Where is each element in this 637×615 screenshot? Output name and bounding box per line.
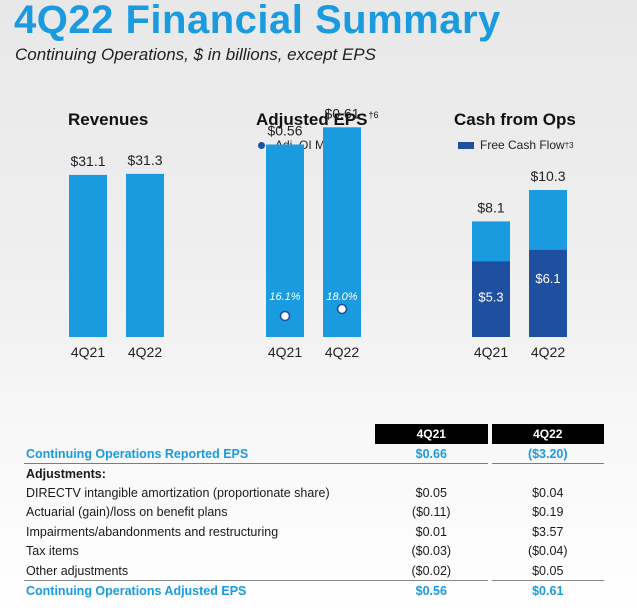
col-header-4q21: 4Q21	[375, 424, 488, 444]
row-value-4q21: ($0.11)	[411, 505, 451, 520]
reported-eps-row: Continuing Operations Reported EPS $0.66…	[24, 444, 604, 464]
revenue-bar-4q22	[126, 173, 164, 337]
oi-margin-marker	[336, 303, 348, 315]
revenue-category-label: 4Q21	[71, 344, 105, 360]
fcf-value-label: $6.1	[535, 271, 560, 286]
row-value-4q22: ($0.04)	[527, 544, 568, 559]
fcf-bar-4q21	[472, 261, 510, 337]
fcf-legend: Free Cash Flow †3	[458, 138, 574, 152]
row-value-4q21: ($0.03)	[411, 544, 452, 559]
cash-from-ops-chart-title: Cash from Ops	[454, 110, 576, 129]
eps-category-label: 4Q21	[268, 344, 302, 360]
col-header-4q22: 4Q22	[491, 424, 604, 444]
oi-margin-marker	[279, 310, 291, 322]
adjusted-eps-footnote: †6	[368, 110, 379, 121]
eps-bar-4q21	[266, 144, 304, 337]
oi-margin-value-label: 18.0%	[326, 291, 357, 303]
row-label: Impairments/abandonments and restructuri…	[26, 524, 279, 539]
fcf-bar-4q22	[529, 249, 567, 337]
table-row: Actuarial (gain)/loss on benefit plans (…	[24, 503, 604, 523]
eps-bar-4q22	[323, 127, 361, 337]
revenues-chart-title: Revenues	[68, 110, 149, 129]
eps-category-label: 4Q22	[325, 344, 359, 360]
reported-eps-label: Continuing Operations Reported EPS	[24, 444, 376, 464]
row-value-4q21: ($0.02)	[411, 563, 452, 578]
fcf-value-label: $5.3	[478, 289, 503, 304]
cfo-category-label: 4Q21	[474, 344, 508, 360]
adjusted-eps-chart-title: Adjusted EPS†6	[256, 110, 379, 129]
row-value-4q22: $0.19	[532, 505, 564, 520]
table-row: Tax items ($0.03) ($0.04)	[24, 542, 604, 562]
revenue-value-label: $31.3	[127, 152, 162, 168]
row-label: Other adjustments	[26, 563, 129, 578]
fcf-legend-swatch-icon	[458, 141, 474, 149]
eps-value-label: $0.56	[267, 123, 302, 139]
row-value-4q21: $0.01	[415, 524, 447, 539]
page-subtitle: Continuing Operations, $ in billions, ex…	[15, 45, 376, 64]
fcf-legend-footnote: †3	[564, 140, 574, 150]
reported-eps-4q22: ($3.20)	[491, 444, 604, 464]
adjusted-eps-4q21: $0.56	[375, 580, 488, 600]
page-title: 4Q22 Financial Summary	[14, 0, 501, 42]
row-value-4q22: $0.04	[532, 485, 564, 500]
cfo-value-label: $10.3	[530, 168, 565, 184]
revenue-category-label: 4Q22	[128, 344, 162, 360]
revenue-value-label: $31.1	[70, 153, 105, 169]
eps-reconciliation-table: 4Q21 4Q22 Continuing Operations Reported…	[24, 424, 604, 600]
fcf-legend-label: Free Cash Flow	[480, 138, 565, 152]
adjusted-eps-4q22: $0.61	[491, 580, 604, 600]
oi-margin-legend-dot-icon	[258, 141, 265, 149]
table-header-row: 4Q21 4Q22	[24, 424, 604, 444]
adjusted-eps-row: Continuing Operations Adjusted EPS $0.56…	[24, 580, 604, 600]
adjusted-eps-label: Continuing Operations Adjusted EPS	[24, 580, 376, 600]
row-label: Tax items	[26, 544, 79, 559]
table-row: Impairments/abandonments and restructuri…	[24, 522, 604, 542]
oi-margin-value-label: 16.1%	[269, 291, 300, 303]
cfo-value-label: $8.1	[477, 199, 504, 215]
row-value-4q21: $0.05	[415, 485, 447, 500]
cfo-category-label: 4Q22	[531, 344, 565, 360]
revenue-bar-4q21	[69, 174, 107, 337]
adjustments-header: Adjustments:	[26, 466, 106, 481]
reported-eps-4q21: $0.66	[375, 444, 488, 464]
row-label: DIRECTV intangible amortization (proport…	[26, 485, 330, 500]
row-label: Actuarial (gain)/loss on benefit plans	[26, 505, 228, 520]
adjustments-header-row: Adjustments:	[24, 464, 604, 484]
table-row: Other adjustments ($0.02) $0.05	[24, 561, 604, 581]
table-row: DIRECTV intangible amortization (proport…	[24, 483, 604, 503]
row-value-4q22: $3.57	[532, 524, 564, 539]
eps-value-label: $0.61	[324, 105, 359, 121]
row-value-4q22: $0.05	[532, 563, 564, 578]
charts-canvas: $31.1 4Q21 $31.3 4Q22 $0.56 4Q21 16.1% $0.61 4Q2…	[69, 105, 567, 360]
